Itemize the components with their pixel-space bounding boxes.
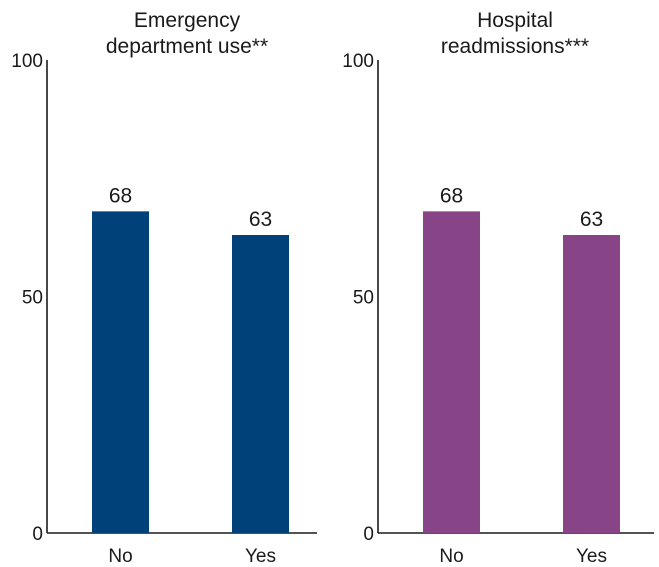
panel-1-data-label: 68 bbox=[109, 184, 132, 207]
panel-1-chart-title-line: department use** bbox=[106, 35, 268, 58]
panel-1-y-tick-label: 50 bbox=[22, 288, 43, 309]
panel-2-chart-title-line: readmissions*** bbox=[441, 35, 589, 58]
panel-1-category-label: No bbox=[108, 546, 132, 567]
panel-2-category-label: Yes bbox=[576, 546, 607, 567]
panel-1-data-label: 63 bbox=[249, 208, 272, 231]
panel-2-y-tick-label: 100 bbox=[342, 51, 374, 72]
panel-1-bar bbox=[232, 235, 289, 533]
panel-2-chart-title: Hospital readmissions*** bbox=[441, 9, 589, 58]
panel-1-y-tick-label: 100 bbox=[11, 51, 43, 72]
panel-1-chart-title: Emergency department use** bbox=[106, 9, 268, 58]
panel-2-chart-title-line: Hospital bbox=[477, 9, 553, 32]
panel-2-data-label: 68 bbox=[440, 184, 463, 207]
panel-1-bar bbox=[92, 211, 149, 534]
panel-1-y-tick-label: 0 bbox=[32, 524, 43, 545]
panel-2-bar bbox=[423, 211, 480, 534]
panel-1-chart-title-line: Emergency bbox=[134, 9, 241, 32]
panel-2-data-label: 63 bbox=[580, 208, 603, 231]
panel-2-bar bbox=[563, 235, 620, 533]
panel-2-y-tick-label: 0 bbox=[363, 524, 374, 545]
panel-2-category-label: No bbox=[439, 546, 463, 567]
panel-1-category-label: Yes bbox=[245, 546, 276, 567]
panel-2-y-tick-label: 50 bbox=[353, 288, 374, 309]
